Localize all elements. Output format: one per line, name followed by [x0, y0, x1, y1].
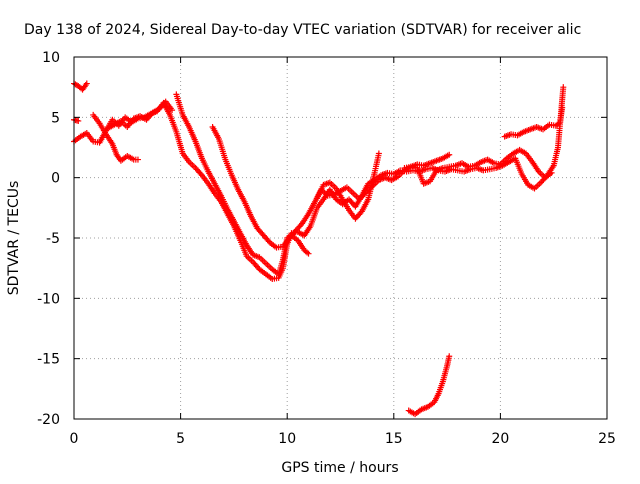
- y-axis-label: SDTVAR / TECUs: [6, 181, 22, 296]
- y-tick-label: 0: [51, 171, 60, 187]
- series-track-a: [71, 84, 567, 283]
- series-track-c: [90, 111, 141, 164]
- data-point-marker: [559, 104, 566, 111]
- y-tick-label: -15: [37, 352, 60, 368]
- data-point-marker: [75, 117, 82, 124]
- series-track-e: [209, 123, 453, 251]
- data-point-marker: [446, 353, 453, 360]
- series-track-d: [173, 91, 312, 278]
- data-point-marker: [134, 156, 141, 163]
- x-tick-label: 15: [385, 431, 403, 447]
- x-tick-label: 25: [598, 431, 616, 447]
- series-track-b: [71, 80, 90, 93]
- y-tick-label: -10: [37, 291, 60, 307]
- x-tick-label: 0: [70, 431, 79, 447]
- data-point-marker: [305, 250, 312, 257]
- data-series: [71, 80, 567, 418]
- y-tick-label: 10: [42, 50, 60, 66]
- y-tick-label: -5: [46, 231, 60, 247]
- data-point-marker: [375, 150, 382, 157]
- x-tick-label: 10: [278, 431, 296, 447]
- series-track-g: [401, 146, 555, 187]
- x-axis-label: GPS time / hours: [281, 460, 398, 476]
- chart-title: Day 138 of 2024, Sidereal Day-to-day VTE…: [24, 22, 581, 38]
- data-point-marker: [83, 80, 90, 87]
- series-track-i: [405, 353, 453, 418]
- x-tick-label: 20: [491, 431, 509, 447]
- data-point-marker: [169, 107, 176, 114]
- series-track-j: [105, 98, 176, 132]
- data-point-marker: [446, 151, 453, 158]
- data-point-marker: [560, 84, 567, 91]
- series-track-f: [314, 150, 382, 222]
- y-tick-label: -20: [37, 412, 60, 428]
- axis-ticks: 0 5 10 15 20 25 -20 -15 -10 -5 0 5 10: [37, 50, 616, 447]
- series-track-h: [501, 104, 566, 140]
- data-point-marker: [548, 169, 555, 176]
- x-tick-label: 5: [176, 431, 185, 447]
- y-tick-label: 5: [51, 110, 60, 126]
